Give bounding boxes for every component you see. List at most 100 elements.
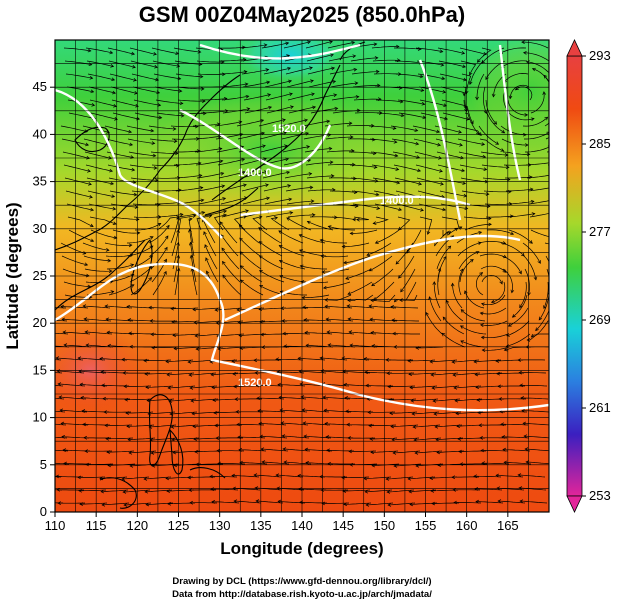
streamline-arrow: [439, 169, 443, 173]
streamline-arrow: [429, 359, 434, 364]
streamline: [306, 54, 334, 62]
streamline: [221, 210, 249, 218]
streamline-arrow: [500, 148, 505, 152]
streamline-arrow: [464, 206, 469, 211]
streamline-arrow: [82, 304, 87, 308]
streamline-arrow: [352, 54, 357, 58]
streamline-arrow: [205, 257, 209, 262]
streamline-arrow: [260, 118, 265, 123]
streamline-arrow: [212, 398, 217, 402]
streamline-arrow: [84, 129, 89, 133]
streamline-arrow: [176, 64, 181, 68]
streamline: [553, 87, 558, 113]
streamline-arrow: [481, 461, 485, 466]
streamline: [240, 279, 264, 296]
streamline: [218, 171, 246, 179]
streamline: [502, 151, 530, 155]
streamline: [469, 60, 484, 85]
streamline: [130, 177, 158, 181]
streamline-arrow: [432, 399, 437, 403]
streamline-arrow: [461, 168, 466, 173]
streamline: [391, 319, 419, 322]
streamline: [191, 268, 198, 296]
streamline-arrow: [439, 49, 444, 54]
streamline-arrow: [554, 236, 557, 239]
streamline-arrow: [265, 68, 270, 72]
streamline-arrow: [265, 183, 269, 187]
streamline-arrow: [520, 396, 525, 400]
streamline-arrow: [55, 474, 60, 479]
streamline-arrow: [210, 372, 215, 377]
streamline: [193, 135, 221, 140]
streamline-arrow: [90, 207, 95, 212]
streamline-arrow: [319, 474, 324, 479]
streamline-arrow: [63, 343, 68, 347]
streamline-arrow: [105, 248, 110, 252]
streamline: [529, 213, 549, 218]
streamline: [464, 112, 480, 135]
streamline-arrow: [276, 370, 281, 374]
streamline-arrow: [111, 77, 116, 82]
streamline-arrow: [201, 211, 206, 215]
streamline: [261, 42, 289, 49]
map-plot-area: 1400.0 1400.0 1520.0 1520.0: [37, 40, 558, 512]
streamline-arrow: [111, 194, 116, 198]
streamline: [458, 268, 464, 296]
streamline: [173, 255, 179, 283]
streamline-arrow: [458, 449, 463, 454]
streamline-arrow: [171, 437, 176, 442]
streamline-arrow: [129, 142, 134, 147]
streamline: [437, 268, 441, 296]
streamline: [259, 255, 284, 270]
streamline-arrow: [130, 263, 135, 268]
streamline-arrow: [526, 152, 531, 157]
streamline-arrow: [198, 173, 203, 178]
streamline: [454, 502, 482, 504]
streamline-arrow: [164, 235, 169, 240]
streamline-arrow: [233, 499, 238, 504]
streamline: [174, 60, 202, 65]
streamline: [200, 98, 227, 101]
streamline-arrow: [507, 323, 512, 327]
streamline-arrow: [364, 370, 369, 375]
streamline-arrow: [266, 196, 271, 201]
streamline-arrow: [372, 221, 377, 225]
streamline: [387, 489, 415, 493]
streamline-arrow: [154, 64, 158, 69]
streamline-arrow: [217, 134, 222, 139]
streamline: [527, 333, 549, 341]
streamline-arrow: [289, 211, 294, 215]
streamline: [275, 358, 304, 361]
streamline-arrow: [166, 224, 170, 229]
x-tick-label: 120: [126, 518, 148, 533]
streamline-arrow: [521, 408, 526, 413]
streamline: [60, 125, 88, 133]
streamline-arrow: [503, 460, 508, 465]
streamline: [480, 151, 508, 156]
streamline: [521, 41, 549, 49]
streamline: [151, 164, 180, 167]
streamline-arrow: [371, 282, 376, 287]
streamline: [82, 242, 109, 251]
streamline: [433, 398, 461, 402]
streamline-arrow: [78, 488, 82, 493]
streamline-arrow: [37, 396, 40, 399]
streamline-arrow: [479, 323, 484, 327]
streamline: [454, 385, 482, 389]
streamline: [460, 60, 477, 76]
streamline: [371, 46, 399, 49]
streamline-arrow: [166, 489, 171, 493]
streamline-arrow: [302, 421, 307, 425]
streamline-arrow: [531, 67, 536, 72]
streamline-arrow: [223, 209, 228, 214]
streamline: [129, 47, 157, 55]
streamline-arrow: [330, 174, 335, 178]
streamline: [515, 86, 533, 101]
streamline: [349, 151, 376, 154]
streamline-arrow: [100, 489, 105, 494]
streamline: [174, 174, 202, 179]
y-tick-label: 10: [33, 410, 47, 425]
streamline: [194, 148, 222, 153]
streamline-arrow: [277, 382, 282, 387]
streamline-arrow: [400, 113, 405, 118]
